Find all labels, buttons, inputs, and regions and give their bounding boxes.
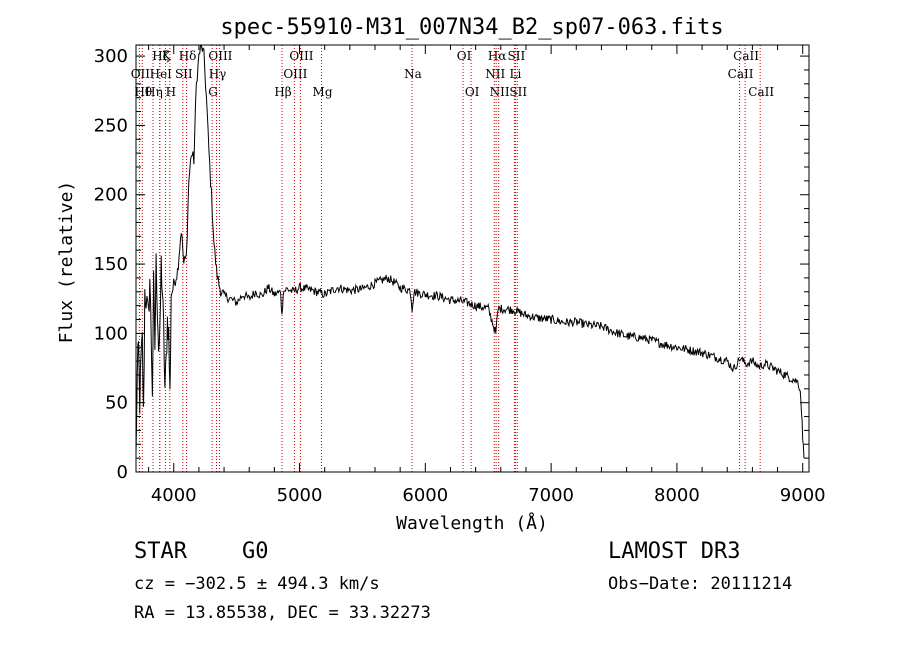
spectral-line-label: OI [465, 85, 480, 99]
spectral-line-label: Hη [145, 85, 163, 99]
spectral-line-label: HeI [150, 67, 173, 81]
y-axis: 0 50 100 150 200 250 300 [94, 46, 809, 483]
y-tick-label: 150 [94, 254, 128, 275]
spectral-line-label: NII [490, 85, 510, 99]
plot-frame [135, 44, 810, 473]
spectral-line-label: Hδ [179, 49, 197, 63]
x-tick-label: 4000 [151, 485, 197, 506]
spectral-line-label: Hθ [134, 85, 152, 99]
x-tick-label: 7000 [528, 485, 574, 506]
x-axis: 4000 5000 6000 7000 8000 9000 [148, 45, 826, 506]
y-tick-label: 50 [105, 393, 128, 414]
y-tick-label: 300 [94, 46, 128, 67]
spectral-subclass: G0 [242, 539, 269, 564]
spectral-line-markers [138, 45, 761, 472]
spectral-line-label: G [208, 85, 218, 99]
coordinates-text: RA = 13.85538, DEC = 33.32273 [134, 603, 431, 623]
y-tick-label: 200 [94, 185, 128, 206]
spectral-line-label: SII [509, 85, 527, 99]
spectral-line-label: Hζ [152, 49, 169, 63]
obs-date-text: Obs−Date: 20111214 [608, 574, 793, 594]
chart-title: spec-55910-M31_007N34_B2_sp07-063.fits [220, 15, 723, 40]
x-axis-label: Wavelength (Å) [396, 512, 548, 534]
spectral-line-label: Li [509, 67, 521, 81]
spectral-line-label: Hα [488, 49, 507, 63]
x-tick-label: 6000 [402, 485, 448, 506]
spectral-line-label: NII [485, 67, 505, 81]
spectral-line-label: CaII [748, 85, 774, 99]
spectral-line-label: SII [175, 67, 193, 81]
x-tick-label: 9000 [780, 485, 826, 506]
spectral-line-label: OIII [289, 49, 313, 63]
spectrum-line [135, 44, 805, 459]
spectral-line-label: H [166, 85, 176, 99]
spectral-line-label: SII [508, 49, 526, 63]
survey-name: LAMOST DR3 [608, 539, 741, 564]
x-tick-label: 8000 [654, 485, 700, 506]
spectral-line-label: CaII [728, 67, 754, 81]
spectral-line-label: Mg [313, 85, 333, 99]
y-axis-label: Flux (relative) [56, 181, 77, 344]
spectral-line-label: OIII [283, 67, 307, 81]
spectral-line-label: OIII [208, 49, 232, 63]
spectral-line-label: Na [404, 67, 422, 81]
redshift-text: cz = −302.5 ± 494.3 km/s [134, 574, 380, 594]
spectral-line-label: OI [457, 49, 472, 63]
y-tick-label: 100 [94, 323, 128, 344]
spectral-line-label: Hγ [209, 67, 227, 81]
x-tick-label: 5000 [277, 485, 323, 506]
spectral-line-label: CaII [733, 49, 759, 63]
y-tick-label: 0 [117, 462, 128, 483]
spectral-line-label: OII [131, 67, 151, 81]
object-class: STAR [134, 539, 187, 564]
y-tick-label: 250 [94, 115, 128, 136]
spectral-line-label: Hβ [274, 85, 291, 99]
spectral-line-label: K [162, 49, 172, 63]
